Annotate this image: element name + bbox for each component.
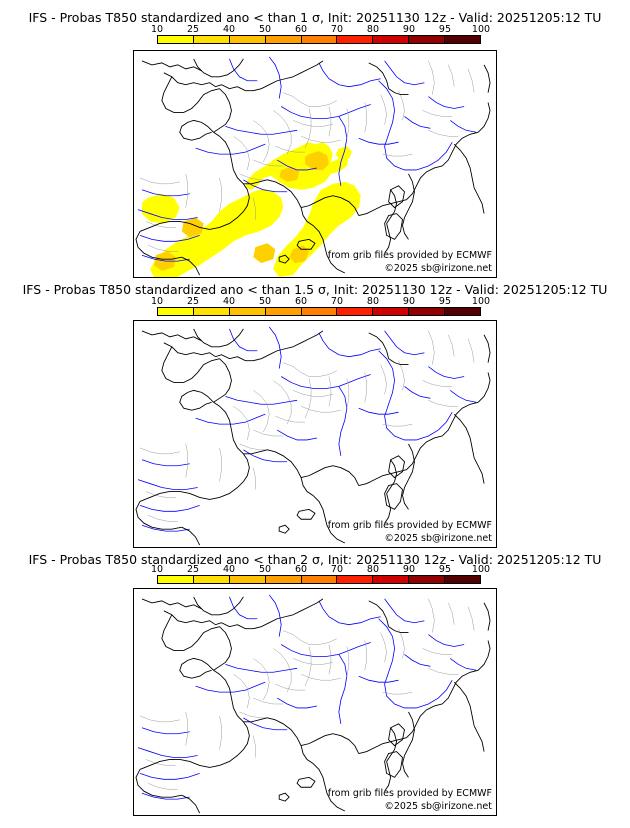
colorbar-tick: 60 <box>294 296 308 307</box>
colorbar-segment <box>229 576 266 583</box>
colorbar-tick: 50 <box>258 24 272 35</box>
colorbar-segment <box>373 36 410 43</box>
colorbar-1: 10 25 40 50 60 70 80 90 95 100 <box>0 24 630 44</box>
rivers-layer <box>137 326 477 532</box>
colorbar-segment <box>445 36 481 43</box>
map-graphic-2 <box>135 326 491 546</box>
colorbar-segment <box>158 36 194 43</box>
coastlines-layer <box>135 58 491 276</box>
colorbar-tick: 40 <box>222 24 236 35</box>
colorbar-tick: 10 <box>150 24 164 35</box>
map-copyright-credit: ©2025 sb@irizone.net <box>384 801 492 812</box>
forecast-panel-1: IFS - Probas T850 standardized ano < tha… <box>0 0 630 278</box>
colorbar-tick: 90 <box>402 24 416 35</box>
colorbar-tick: 70 <box>330 564 344 575</box>
colorbar-segment <box>193 308 230 315</box>
map-copyright-credit: ©2025 sb@irizone.net <box>384 533 492 544</box>
colorbar-segment <box>229 308 266 315</box>
colorbar-segment <box>229 36 266 43</box>
colorbar-segment <box>445 576 481 583</box>
colorbar-tick: 50 <box>258 296 272 307</box>
coastlines-layer <box>135 328 491 546</box>
colorbar-tick: 70 <box>330 24 344 35</box>
colorbar-segment <box>265 308 302 315</box>
colorbar-tick: 95 <box>438 564 452 575</box>
colorbar-ticks-1: 10 25 40 50 60 70 80 90 95 100 <box>151 24 490 35</box>
colorbar-segment <box>265 576 302 583</box>
colorbar-tick: 60 <box>294 24 308 35</box>
colorbar-segment <box>301 576 338 583</box>
colorbar-segment <box>158 576 194 583</box>
panel-title-1: IFS - Probas T850 standardized ano < tha… <box>28 10 602 25</box>
colorbar-segment <box>301 308 338 315</box>
admin-borders-layer <box>139 598 475 790</box>
colorbar-tick: 80 <box>366 296 380 307</box>
map-graphic-3 <box>135 594 491 814</box>
colorbar-tick: 80 <box>366 564 380 575</box>
colorbar-tick: 50 <box>258 564 272 575</box>
colorbar-tick: 25 <box>186 24 200 35</box>
admin-borders-layer <box>139 60 475 252</box>
islands-layer <box>278 723 405 802</box>
colorbar-tick: 95 <box>438 296 452 307</box>
colorbar-gradient-2 <box>157 307 481 316</box>
colorbar-tick: 10 <box>150 564 164 575</box>
colorbar-segment <box>301 36 338 43</box>
forecast-panel-2: IFS - Probas T850 standardized ano < tha… <box>0 278 630 548</box>
map-source-credit: from grib files provided by ECMWF <box>327 788 492 799</box>
colorbar-gradient-1 <box>157 35 481 44</box>
islands-layer <box>278 455 405 534</box>
colorbar-tick: 80 <box>366 24 380 35</box>
coastlines-layer <box>135 596 491 814</box>
colorbar-2: 10 25 40 50 60 70 80 90 95 100 <box>0 296 630 316</box>
islands-layer <box>278 185 405 264</box>
colorbar-tick: 25 <box>186 564 200 575</box>
colorbar-tick: 40 <box>222 296 236 307</box>
colorbar-ticks-3: 10 25 40 50 60 70 80 90 95 100 <box>151 564 490 575</box>
colorbar-tick: 100 <box>471 564 491 575</box>
colorbar-tick: 90 <box>402 564 416 575</box>
colorbar-tick: 25 <box>186 296 200 307</box>
admin-borders-layer <box>139 330 475 522</box>
colorbar-tick: 100 <box>471 24 491 35</box>
map-canvas-1[interactable]: from grib files provided by ECMWF ©2025 … <box>133 50 497 278</box>
colorbar-segment <box>337 308 374 315</box>
rivers-layer <box>137 594 477 800</box>
panel-title-2: IFS - Probas T850 standardized ano < tha… <box>22 282 608 297</box>
map-source-credit: from grib files provided by ECMWF <box>327 250 492 261</box>
colorbar-gradient-3 <box>157 575 481 584</box>
colorbar-segment <box>409 36 446 43</box>
colorbar-tick: 100 <box>471 296 491 307</box>
colorbar-segment <box>337 36 374 43</box>
colorbar-tick: 40 <box>222 564 236 575</box>
colorbar-3: 10 25 40 50 60 70 80 90 95 100 <box>0 564 630 584</box>
colorbar-segment <box>193 36 230 43</box>
colorbar-segment <box>337 576 374 583</box>
colorbar-tick: 90 <box>402 296 416 307</box>
colorbar-tick: 60 <box>294 564 308 575</box>
panel-title-3: IFS - Probas T850 standardized ano < tha… <box>28 552 602 567</box>
forecast-panel-3: IFS - Probas T850 standardized ano < tha… <box>0 548 630 818</box>
map-graphic-1 <box>135 56 491 277</box>
colorbar-segment <box>193 576 230 583</box>
colorbar-segment <box>158 308 194 315</box>
colorbar-tick: 10 <box>150 296 164 307</box>
colorbar-segment <box>409 576 446 583</box>
colorbar-segment <box>445 308 481 315</box>
colorbar-tick: 70 <box>330 296 344 307</box>
colorbar-segment <box>409 308 446 315</box>
colorbar-ticks-2: 10 25 40 50 60 70 80 90 95 100 <box>151 296 490 307</box>
rivers-layer <box>137 56 477 262</box>
colorbar-tick: 95 <box>438 24 452 35</box>
map-canvas-2[interactable]: from grib files provided by ECMWF ©2025 … <box>133 320 497 548</box>
map-source-credit: from grib files provided by ECMWF <box>327 520 492 531</box>
map-canvas-3[interactable]: from grib files provided by ECMWF ©2025 … <box>133 588 497 816</box>
colorbar-segment <box>373 308 410 315</box>
map-copyright-credit: ©2025 sb@irizone.net <box>384 263 492 274</box>
colorbar-segment <box>265 36 302 43</box>
colorbar-segment <box>373 576 410 583</box>
